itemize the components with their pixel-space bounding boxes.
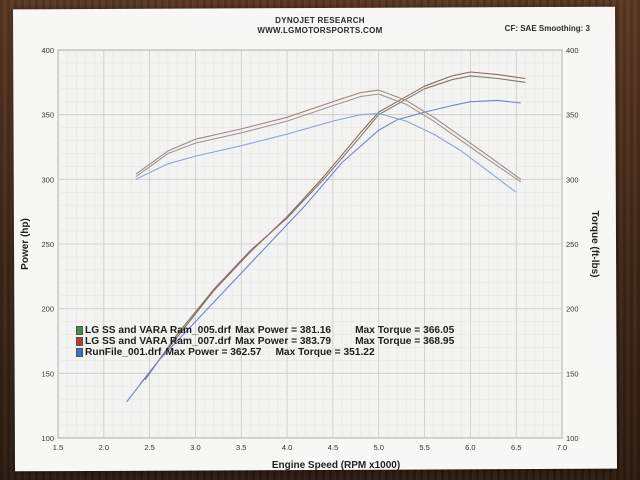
legend-swatch-icon xyxy=(76,337,83,346)
legend-torque: Max Torque = 368.95 xyxy=(355,336,455,347)
x-axis-label: Engine Speed (RPM x1000) xyxy=(272,460,400,471)
legend-torque: Max Torque = 366.05 xyxy=(355,325,455,336)
y-tick-label-left: 350 xyxy=(41,111,54,120)
y-tick-label-right: 400 xyxy=(566,46,579,55)
y-tick-label-left: 200 xyxy=(41,305,54,314)
x-tick-label: 7.0 xyxy=(557,443,567,452)
x-tick-label: 4.0 xyxy=(282,443,292,452)
x-tick-label: 3.0 xyxy=(190,443,200,452)
legend-file: LG SS and VARA Ram_007.drf xyxy=(85,336,232,347)
chart-subtitle: WWW.LGMOTORSPORTS.COM xyxy=(257,26,383,35)
legend: LG SS and VARA Ram_005.drf Max Power = 3… xyxy=(76,325,454,358)
x-tick-label: 3.5 xyxy=(236,443,246,452)
x-tick-label: 1.5 xyxy=(53,443,63,452)
y-tick-label-right: 200 xyxy=(566,305,579,314)
x-tick-label: 6.5 xyxy=(511,443,521,452)
legend-power: Max Power = 381.16 xyxy=(235,325,332,336)
settings-readout: CF: SAE Smoothing: 3 xyxy=(504,24,590,33)
y-tick-label-left: 250 xyxy=(41,240,54,249)
legend-swatch-icon xyxy=(76,326,83,335)
legend-row: RunFile_001.drf Max Power = 362.57 Max T… xyxy=(76,347,454,358)
torque-curve xyxy=(135,112,517,193)
x-tick-label: 6.0 xyxy=(465,443,475,452)
legend-file: LG SS and VARA Ram_005.drf xyxy=(85,325,232,336)
x-tick-label: 4.5 xyxy=(328,443,338,452)
legend-row: LG SS and VARA Ram_007.drf Max Power = 3… xyxy=(76,336,454,347)
y-axis-label-left: Power (hp) xyxy=(20,218,31,270)
power-curve xyxy=(126,99,521,403)
legend-torque: Max Torque = 351.22 xyxy=(275,347,375,358)
y-tick-label-right: 150 xyxy=(566,369,579,378)
y-tick-label-right: 100 xyxy=(566,434,579,443)
power-curve xyxy=(140,71,526,385)
y-tick-label-left: 300 xyxy=(41,175,54,184)
y-tick-label-right: 250 xyxy=(566,240,579,249)
y-tick-label-right: 300 xyxy=(566,175,579,184)
x-tick-label: 5.0 xyxy=(374,443,384,452)
x-tick-label: 2.5 xyxy=(144,443,154,452)
y-axis-label-right: Torque (ft-lbs) xyxy=(589,210,600,277)
legend-power: Max Power = 362.57 xyxy=(165,347,262,358)
x-tick-label: 5.5 xyxy=(419,443,429,452)
chart-title: DYNOJET RESEARCH xyxy=(275,16,365,25)
legend-swatch-icon xyxy=(76,348,83,357)
legend-file: RunFile_001.drf xyxy=(85,347,162,358)
y-tick-label-left: 100 xyxy=(41,434,54,443)
y-tick-label-right: 350 xyxy=(566,111,579,120)
torque-curve xyxy=(135,89,522,180)
x-tick-label: 2.0 xyxy=(99,443,109,452)
legend-power: Max Power = 383.79 xyxy=(235,336,332,347)
power-curve xyxy=(144,75,526,381)
y-tick-label-left: 150 xyxy=(41,369,54,378)
torque-curve xyxy=(135,93,522,183)
y-tick-label-left: 400 xyxy=(41,46,54,55)
legend-row: LG SS and VARA Ram_005.drf Max Power = 3… xyxy=(76,325,454,336)
